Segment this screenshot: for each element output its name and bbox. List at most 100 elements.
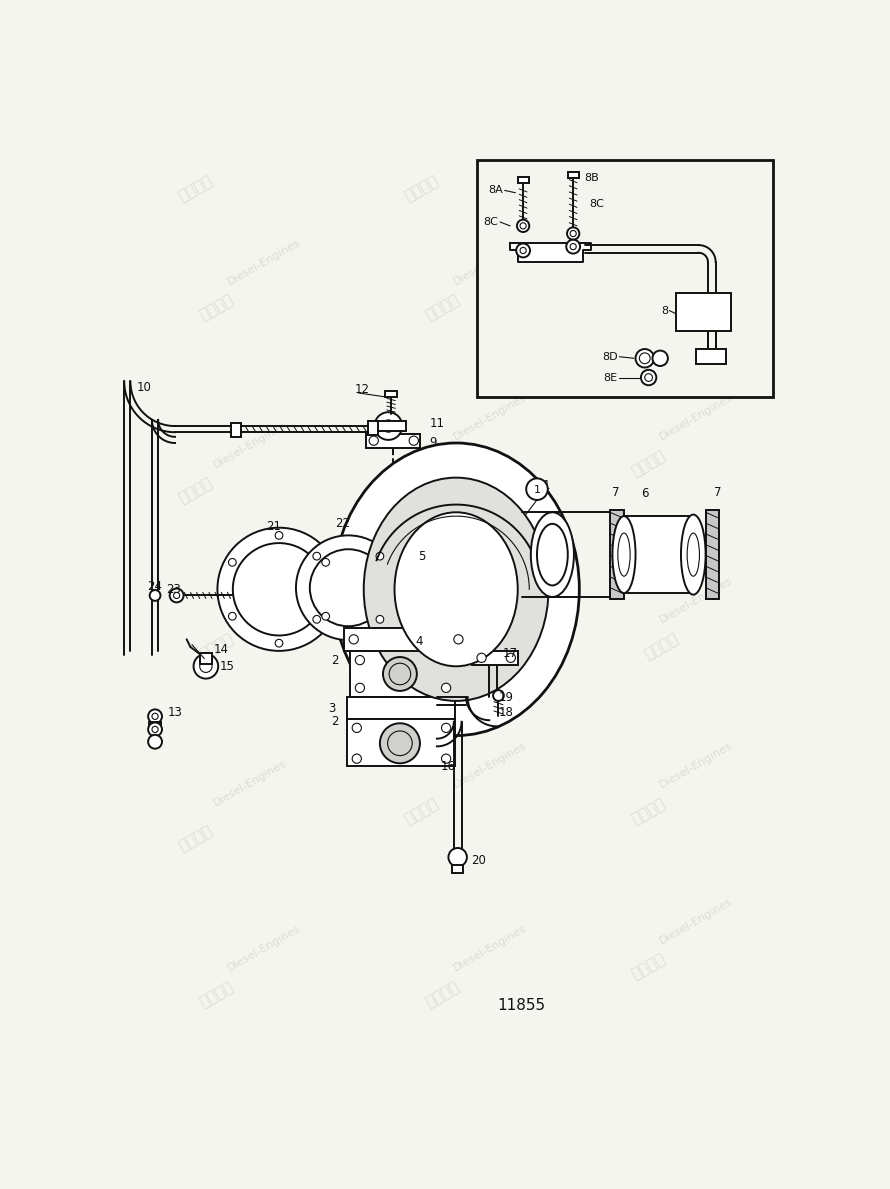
Text: 8E: 8E [603, 372, 618, 383]
Text: 23: 23 [166, 583, 181, 596]
Circle shape [441, 684, 450, 692]
Circle shape [322, 559, 329, 566]
Bar [568, 172, 579, 178]
Text: 紫发动力: 紫发动力 [423, 979, 462, 1009]
Text: 8D: 8D [603, 352, 618, 361]
Circle shape [376, 553, 384, 560]
Circle shape [635, 350, 654, 367]
Text: 紫发动力: 紫发动力 [402, 172, 441, 205]
Circle shape [449, 848, 467, 867]
Text: 紫发动力: 紫发动力 [197, 291, 236, 323]
Bar [368, 421, 378, 435]
Bar [371, 421, 406, 430]
Polygon shape [510, 243, 591, 262]
Circle shape [517, 220, 530, 232]
Bar [347, 697, 455, 718]
Text: 1: 1 [543, 479, 550, 492]
Text: 紫发动力: 紫发动力 [402, 447, 441, 479]
Bar [706, 510, 719, 599]
Text: Diesel-Engines: Diesel-Engines [452, 392, 529, 442]
Text: 8: 8 [660, 306, 668, 315]
Bar [452, 864, 463, 873]
Circle shape [408, 566, 420, 579]
Text: 24: 24 [148, 580, 162, 593]
Circle shape [349, 635, 359, 644]
Text: 6: 6 [641, 486, 649, 499]
Bar [384, 391, 397, 397]
Circle shape [150, 590, 160, 600]
Text: Diesel-Engines: Diesel-Engines [658, 741, 734, 791]
Text: 9: 9 [429, 436, 437, 449]
Text: Diesel-Engines: Diesel-Engines [658, 575, 734, 625]
Circle shape [148, 735, 162, 749]
Circle shape [352, 723, 361, 732]
Text: Diesel-Engines: Diesel-Engines [226, 575, 303, 625]
Circle shape [170, 589, 183, 603]
Text: 18: 18 [498, 706, 514, 719]
Ellipse shape [530, 512, 574, 597]
Bar [366, 434, 420, 447]
Text: 14: 14 [214, 643, 229, 656]
Circle shape [313, 553, 320, 560]
Circle shape [376, 616, 384, 623]
Circle shape [441, 754, 450, 763]
Circle shape [352, 754, 361, 763]
Circle shape [493, 690, 504, 702]
Text: 22: 22 [336, 517, 351, 530]
Text: 紫发动力: 紫发动力 [423, 291, 462, 323]
Text: 8A: 8A [489, 185, 503, 195]
Text: 紫发动力: 紫发动力 [176, 474, 215, 507]
Bar [350, 650, 454, 697]
Text: 紫发动力: 紫发动力 [197, 979, 236, 1009]
Circle shape [441, 723, 450, 732]
Text: 12: 12 [354, 383, 369, 396]
Ellipse shape [681, 515, 706, 594]
Circle shape [275, 640, 283, 647]
Text: Diesel-Engines: Diesel-Engines [213, 420, 288, 470]
Ellipse shape [612, 516, 635, 593]
Text: Diesel-Engines: Diesel-Engines [658, 897, 734, 945]
Circle shape [641, 370, 656, 385]
Text: 8C: 8C [589, 200, 604, 209]
Text: Diesel-Engines: Diesel-Engines [452, 741, 529, 791]
Text: 5: 5 [417, 551, 425, 564]
Ellipse shape [394, 512, 518, 666]
Circle shape [217, 528, 341, 650]
Circle shape [229, 559, 236, 566]
Text: 紫发动力: 紫发动力 [197, 630, 236, 662]
Text: 紫发动力: 紫发动力 [402, 795, 441, 826]
Text: 紫发动力: 紫发动力 [423, 630, 462, 662]
Bar [624, 516, 693, 593]
Text: Diesel-Engines: Diesel-Engines [658, 237, 734, 287]
Circle shape [313, 616, 320, 623]
Circle shape [355, 684, 365, 692]
Text: 紫发动力: 紫发动力 [176, 172, 215, 205]
Circle shape [441, 655, 450, 665]
Circle shape [566, 240, 580, 253]
Text: Diesel-Engines: Diesel-Engines [452, 237, 529, 287]
Text: 8C: 8C [483, 216, 498, 227]
Circle shape [380, 723, 420, 763]
Text: 20: 20 [472, 854, 487, 867]
Circle shape [454, 635, 463, 644]
Text: 11: 11 [429, 417, 444, 430]
Circle shape [506, 653, 515, 662]
Bar [611, 510, 624, 599]
Bar [696, 350, 725, 365]
Text: 2: 2 [331, 716, 338, 728]
Bar [676, 292, 731, 332]
Circle shape [477, 653, 486, 662]
Bar [472, 650, 518, 665]
Bar [518, 177, 529, 183]
Circle shape [383, 658, 417, 691]
Circle shape [193, 654, 218, 679]
Circle shape [409, 436, 418, 446]
Bar [199, 653, 212, 663]
Circle shape [369, 436, 378, 446]
Ellipse shape [364, 478, 548, 702]
Text: 19: 19 [498, 691, 514, 704]
Text: 10: 10 [136, 380, 151, 394]
Text: Diesel-Engines: Diesel-Engines [213, 759, 288, 809]
Circle shape [516, 244, 530, 257]
Ellipse shape [333, 443, 579, 736]
